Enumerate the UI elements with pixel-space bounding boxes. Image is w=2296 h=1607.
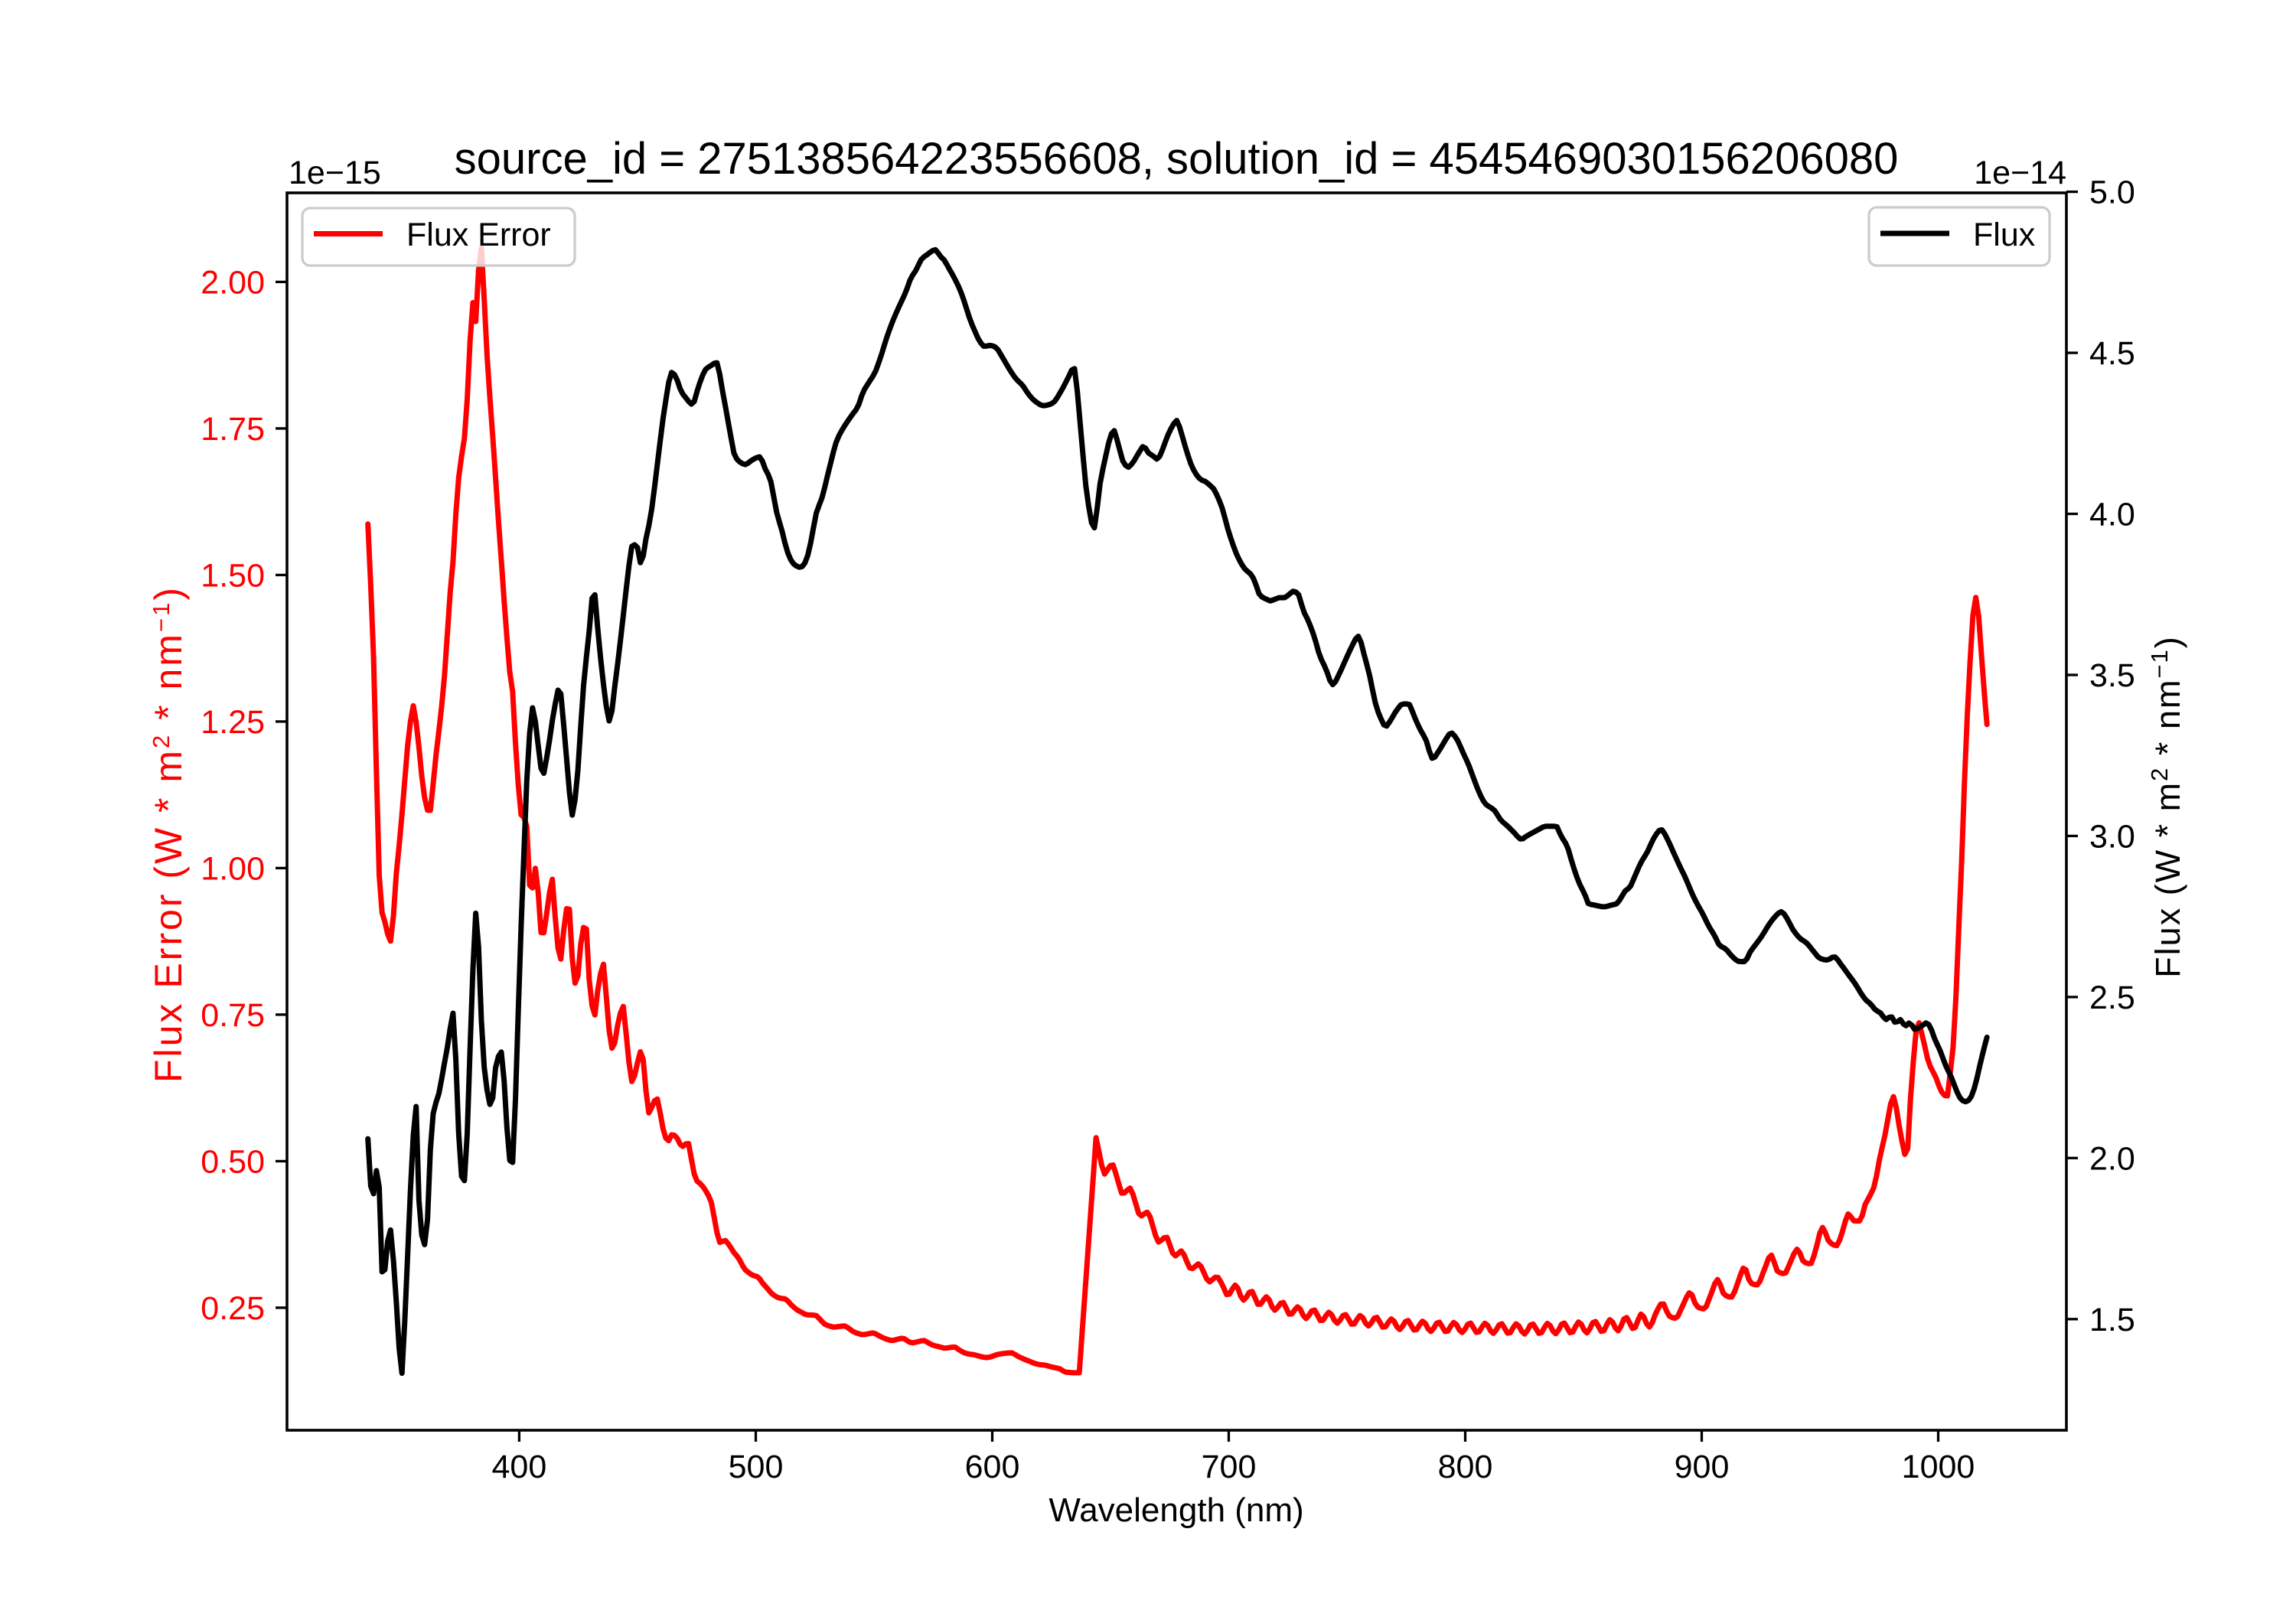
svg-text:1e−15: 1e−15 [289,155,381,191]
svg-text:0.25: 0.25 [201,1290,265,1327]
svg-text:2.5: 2.5 [2089,980,2135,1016]
svg-text:1.25: 1.25 [201,704,265,741]
svg-text:0.50: 0.50 [201,1143,265,1180]
svg-text:1.50: 1.50 [201,557,265,594]
svg-text:1e−14: 1e−14 [1974,155,2066,191]
svg-text:Flux: Flux [1973,217,2036,253]
svg-text:3.0: 3.0 [2089,818,2135,855]
svg-text:Flux (W * m2 * nm−1): Flux (W * m2 * nm−1) [2146,635,2187,978]
svg-text:Flux Error (W * m2 * nm−1): Flux Error (W * m2 * nm−1) [147,585,190,1083]
svg-text:700: 700 [1202,1449,1257,1485]
svg-text:1.00: 1.00 [201,850,265,887]
svg-text:source_id = 275138564223556608: source_id = 275138564223556608, solution… [455,134,1899,184]
svg-text:1000: 1000 [1902,1449,1975,1485]
svg-text:0.75: 0.75 [201,997,265,1034]
svg-text:600: 600 [965,1449,1020,1485]
svg-text:4.0: 4.0 [2089,497,2135,533]
svg-text:1.5: 1.5 [2089,1302,2135,1338]
svg-text:4.5: 4.5 [2089,335,2135,372]
svg-text:400: 400 [492,1449,547,1485]
svg-text:Flux Error: Flux Error [406,217,551,253]
svg-text:1.75: 1.75 [201,411,265,448]
svg-text:2.00: 2.00 [201,264,265,301]
svg-text:5.0: 5.0 [2089,174,2135,211]
svg-text:2.0: 2.0 [2089,1140,2135,1177]
svg-text:Wavelength (nm): Wavelength (nm) [1049,1491,1303,1529]
svg-text:800: 800 [1438,1449,1493,1485]
svg-text:3.5: 3.5 [2089,657,2135,694]
svg-text:900: 900 [1675,1449,1730,1485]
svg-text:500: 500 [729,1449,784,1485]
